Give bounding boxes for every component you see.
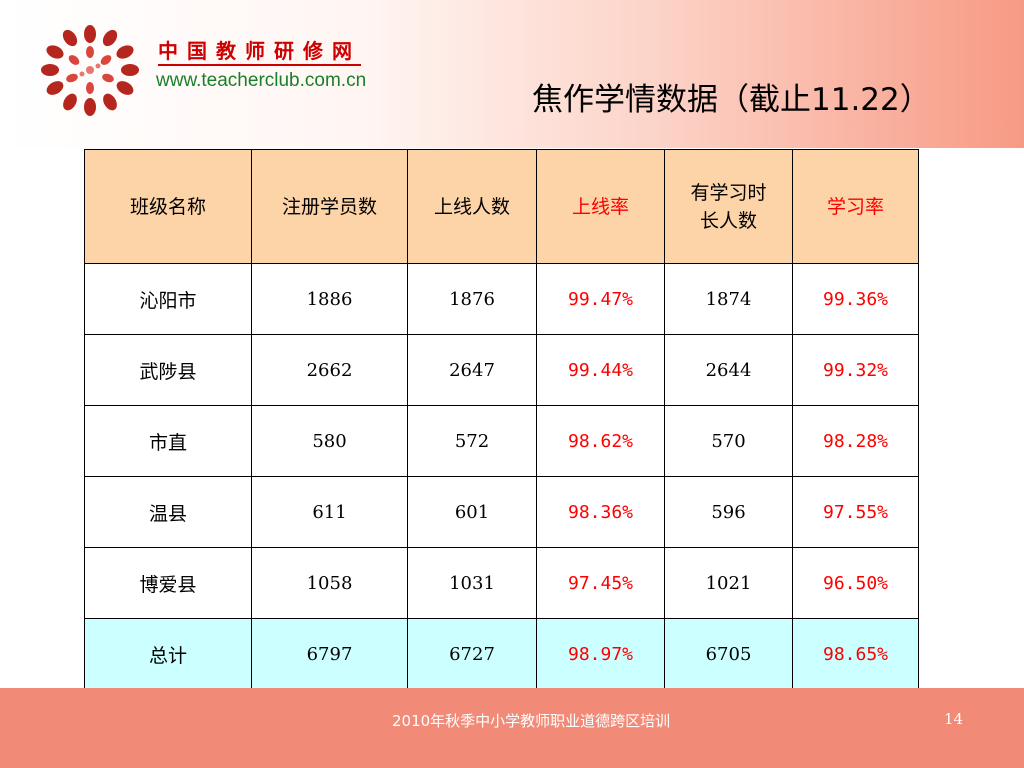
slide-title: 焦作学情数据（截止11.22） — [532, 82, 931, 118]
cell-registered: 1058 — [251, 547, 408, 619]
teacherclub-logo-icon — [30, 22, 150, 117]
cell-study-rate: 99.32% — [792, 334, 919, 406]
cell-name: 武陟县 — [84, 334, 252, 406]
header-class-name: 班级名称 — [84, 149, 252, 264]
header-registered: 注册学员数 — [251, 149, 408, 264]
table-total-row: 总计 6797 6727 98.97% 6705 98.65% — [84, 618, 919, 690]
cell-online: 1031 — [407, 547, 537, 619]
cell-study-rate: 99.36% — [792, 263, 919, 335]
cell-online: 2647 — [407, 334, 537, 406]
table-row: 市直 580 572 98.62% 570 98.28% — [84, 405, 919, 477]
table-row: 温县 611 601 98.36% 596 97.55% — [84, 476, 919, 548]
cell-registered: 611 — [251, 476, 408, 548]
logo-site-url: www.teacherclub.com.cn — [156, 70, 367, 91]
cell-study-rate: 97.55% — [792, 476, 919, 548]
cell-study-rate: 98.28% — [792, 405, 919, 477]
table-header-row: 班级名称 注册学员数 上线人数 上线率 有学习时长人数 学习率 — [84, 149, 919, 264]
footer-bar: 2010年秋季中小学教师职业道德跨区培训 14 — [0, 688, 1024, 768]
cell-name: 市直 — [84, 405, 252, 477]
cell-registered: 1886 — [251, 263, 408, 335]
cell-online-rate: 98.97% — [536, 618, 665, 690]
cell-online: 601 — [407, 476, 537, 548]
cell-study: 6705 — [664, 618, 793, 690]
cell-online: 1876 — [407, 263, 537, 335]
cell-online-rate: 98.62% — [536, 405, 665, 477]
cell-study-rate: 98.65% — [792, 618, 919, 690]
cell-name: 总计 — [84, 618, 252, 690]
cell-name: 沁阳市 — [84, 263, 252, 335]
cell-registered: 2662 — [251, 334, 408, 406]
header-study-count-line1: 有学习时 — [690, 181, 767, 204]
header-study-count: 有学习时 长人数 — [664, 149, 793, 264]
logo-site-name: 中国教师研修网 — [158, 38, 361, 66]
header-online: 上线人数 — [407, 149, 537, 264]
table-row: 博爱县 1058 1031 97.45% 1021 96.50% — [84, 547, 919, 619]
cell-online-rate: 98.36% — [536, 476, 665, 548]
cell-online: 572 — [407, 405, 537, 477]
cell-name: 博爱县 — [84, 547, 252, 619]
cell-study-rate: 96.50% — [792, 547, 919, 619]
table-row: 武陟县 2662 2647 99.44% 2644 99.32% — [84, 334, 919, 406]
statistics-table: 班级名称 注册学员数 上线人数 上线率 有学习时长人数 学习率 沁阳市 1886… — [84, 149, 919, 690]
page-number: 14 — [944, 710, 964, 728]
cell-registered: 580 — [251, 405, 408, 477]
cell-study: 2644 — [664, 334, 793, 406]
cell-online-rate: 99.44% — [536, 334, 665, 406]
header-band — [0, 0, 1024, 148]
cell-study: 596 — [664, 476, 793, 548]
header-online-rate: 上线率 — [536, 149, 665, 264]
cell-study: 1021 — [664, 547, 793, 619]
header-study-count-line2: 长人数 — [699, 209, 757, 232]
cell-online: 6727 — [407, 618, 537, 690]
cell-study: 1874 — [664, 263, 793, 335]
footer-caption: 2010年秋季中小学教师职业道德跨区培训 — [392, 712, 671, 730]
cell-name: 温县 — [84, 476, 252, 548]
cell-online-rate: 97.45% — [536, 547, 665, 619]
table-row: 沁阳市 1886 1876 99.47% 1874 99.36% — [84, 263, 919, 335]
header-study-rate: 学习率 — [792, 149, 919, 264]
cell-online-rate: 99.47% — [536, 263, 665, 335]
cell-registered: 6797 — [251, 618, 408, 690]
cell-study: 570 — [664, 405, 793, 477]
